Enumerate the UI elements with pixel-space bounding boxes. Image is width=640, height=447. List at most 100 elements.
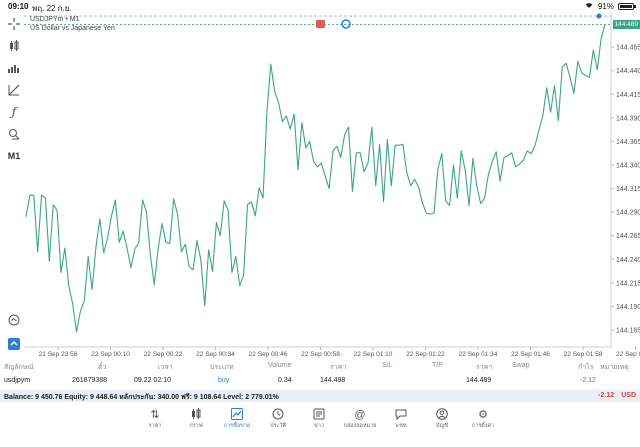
- chart-toolbar: ƒ M1: [0, 12, 28, 352]
- col-type: ประเภท: [210, 364, 234, 371]
- row-open-price: 144.498: [320, 377, 346, 384]
- row-symbol: usdjpym: [4, 377, 31, 384]
- current-price-badge: 144.489: [612, 20, 640, 30]
- price-tick-label: 144.390: [616, 115, 640, 122]
- table-row[interactable]: usdjpym 261879388 09.22 02:10 buy 0.34 1…: [0, 375, 640, 388]
- time-tick-label: 22 Sep 01:58: [564, 351, 603, 358]
- price-tick-label: 144.340: [616, 163, 640, 170]
- price-tick-label: 144.365: [616, 139, 640, 146]
- time-tick-label: 22 Sep 01:34: [459, 351, 498, 358]
- fibonacci-icon[interactable]: ƒ: [11, 105, 17, 119]
- price-tick-label: 144.240: [616, 257, 640, 264]
- col-sl: S/L: [382, 362, 393, 369]
- objects-icon[interactable]: [4, 124, 24, 144]
- time-tick-label: 22 Sep 00:10: [91, 351, 130, 358]
- price-tick-label: 144.165: [616, 328, 640, 335]
- symbol-description: US Dollar vs Japanese Yen: [30, 25, 115, 32]
- trade-chart-icon: [217, 408, 257, 422]
- time-tick-label: 22 Sep 01:46: [511, 351, 550, 358]
- nav-chart-label: กราฟ: [189, 423, 203, 429]
- battery-percent: 91%: [597, 1, 614, 11]
- row-time: 09.22 02:10: [134, 377, 171, 384]
- balance-bar: Balance: 9 450.76 Equity: 9 448.64 หลักป…: [0, 390, 640, 402]
- nav-mailbox[interactable]: @ กล่องจดหมาย: [340, 408, 380, 430]
- price-tick-label: 144.415: [616, 92, 640, 99]
- timeframe-button[interactable]: M1: [7, 151, 21, 161]
- nav-account[interactable]: บัญชี: [422, 408, 462, 430]
- price-tick-label: 144.290: [616, 210, 640, 217]
- price-tick-label: 144.265: [616, 233, 640, 240]
- time-tick-label: 22 Sep 01:10: [354, 351, 393, 358]
- nav-history[interactable]: ประวัติ: [258, 408, 298, 430]
- chart-type-icon[interactable]: [4, 36, 24, 56]
- col-open-price: ราคา: [330, 364, 347, 371]
- crosshair-icon[interactable]: [4, 14, 24, 34]
- nav-settings-label: การตั้งค่า: [471, 423, 495, 429]
- account-icon: [422, 408, 462, 422]
- nav-quotes[interactable]: ⇅ ราคา: [135, 408, 175, 430]
- col-tp: T/P: [432, 362, 443, 369]
- time-tick-label: 22 Sep 00:58: [301, 351, 340, 358]
- nav-mailbox-label: กล่องจดหมาย: [343, 423, 377, 429]
- history-clock-icon: [258, 408, 298, 422]
- total-profit: -2.12: [598, 392, 614, 399]
- symbol-timeframe: USDJPYm • M1: [30, 16, 80, 23]
- chart-area[interactable]: 144.465 144.440 144.415 144.390 144.365 144.3…: [24, 12, 640, 358]
- col-comment: หมายเหตุ: [600, 364, 629, 371]
- price-tick-label: 144.315: [616, 186, 640, 193]
- news-icon: [299, 408, 339, 422]
- zoom-icon[interactable]: [4, 310, 24, 330]
- col-price: ราคา: [476, 364, 493, 371]
- chat-bubble-icon: [381, 408, 421, 422]
- row-profit: -2.12: [580, 377, 596, 384]
- status-right: 91%: [584, 1, 636, 11]
- price-chart[interactable]: 144.465 144.440 144.415 144.390 144.365 144.3…: [24, 12, 640, 358]
- nav-trade[interactable]: การซื้อขาย: [217, 408, 257, 430]
- col-swap: Swap: [512, 362, 530, 369]
- nav-news[interactable]: ข่าว: [299, 408, 339, 430]
- broker-logo-icon: [4, 334, 24, 354]
- at-mail-icon: @: [354, 409, 366, 421]
- row-ticket: 261879388: [72, 377, 108, 384]
- row-type: buy: [218, 377, 230, 384]
- price-series-line: [25, 24, 606, 333]
- status-bar: 09:10 พฤ. 22 ก.ย. 91%: [0, 0, 640, 13]
- status-time: 09:10: [8, 2, 29, 11]
- arrows-updown-icon: ⇅: [150, 409, 160, 421]
- order-marker: [596, 13, 602, 19]
- row-price: 144.489: [466, 377, 492, 384]
- gear-icon: ⚙: [478, 409, 488, 421]
- balance-summary: Balance: 9 450.76 Equity: 9 448.64 หลักป…: [4, 394, 279, 401]
- price-tick-label: 144.190: [616, 304, 640, 311]
- col-ticket: ตั๋ว: [98, 364, 107, 371]
- chart-header: USDJPYm • M1 US Dollar vs Japanese Yen: [30, 15, 115, 33]
- time-tick-label: 22 Sep 00:46: [249, 351, 288, 358]
- time-tick-label: 22 Sep 00:34: [196, 351, 235, 358]
- indicators-icon[interactable]: [4, 58, 24, 78]
- buy-button-icon: [341, 19, 351, 29]
- row-volume: 0.34: [278, 377, 292, 384]
- nav-trade-label: การซื้อขาย: [223, 423, 251, 429]
- col-time: เวลา: [158, 364, 173, 371]
- battery-icon: [618, 2, 636, 10]
- nav-history-label: ประวัติ: [269, 423, 287, 429]
- nav-chat[interactable]: แชท: [381, 408, 421, 430]
- nav-quotes-label: ราคา: [148, 423, 162, 429]
- bottom-nav: ⇅ ราคา กราฟ การซื้อขาย ประวัติ ข่าว @ กล…: [0, 405, 640, 447]
- time-tick-label: 22 Sep 00:22: [144, 351, 183, 358]
- col-volume: Volume: [268, 362, 292, 369]
- col-profit: กำไร: [578, 364, 594, 371]
- col-symbol: สัญลักษณ์: [4, 364, 34, 371]
- nav-settings[interactable]: ⚙ การตั้งค่า: [463, 408, 503, 430]
- trade-table-header: สัญลักษณ์ ตั๋ว เวลา ประเภท Volume ราคา S…: [0, 360, 640, 373]
- trendline-icon[interactable]: [4, 80, 24, 100]
- time-tick-label: 21 Sep 23:58: [39, 351, 78, 358]
- price-tick-label: 144.215: [616, 280, 640, 287]
- nav-account-label: บัญชี: [436, 423, 448, 429]
- time-tick-label: 22 Sep 01:22: [406, 351, 445, 358]
- price-tick-label: 144.440: [616, 68, 640, 75]
- nav-chart[interactable]: กราฟ: [176, 408, 216, 430]
- candles-icon: [176, 408, 216, 422]
- price-tick-label: 144.465: [616, 45, 640, 52]
- balance-currency: USD: [621, 392, 636, 399]
